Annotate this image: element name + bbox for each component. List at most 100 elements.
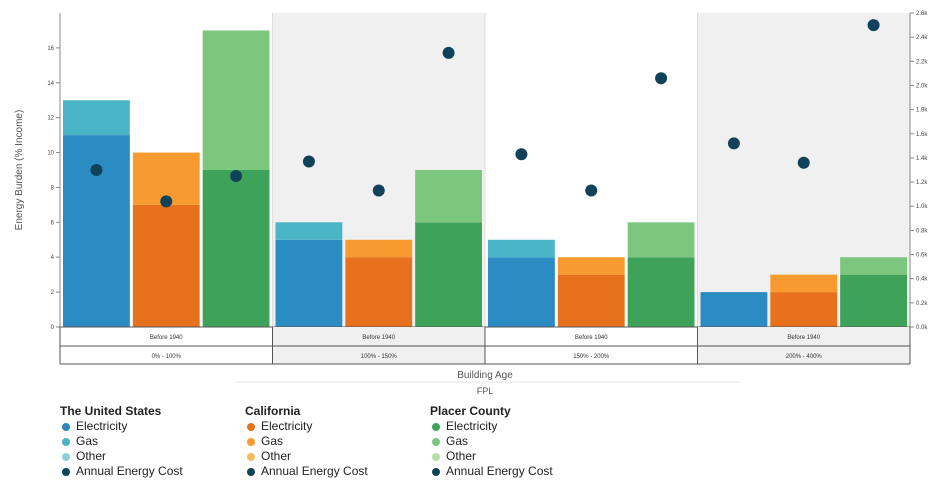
- bar-gas: [840, 257, 907, 275]
- bar-electricity: [132, 204, 200, 327]
- annual-cost-dot: [867, 19, 880, 32]
- legend-group: Placer County Electricity Gas Other Annual E…: [430, 404, 553, 479]
- annual-cost-dots: [90, 19, 880, 208]
- annual-cost-dot: [797, 156, 810, 169]
- bar-gas: [345, 239, 413, 258]
- legend-label: Other: [261, 449, 292, 463]
- y2-axis: 0.0k 0.2k 0.4k 0.6k 0.8k 1.0k 1.2k 1.4k 1.6k 1.8k…: [909, 11, 928, 331]
- legend-swatch: [432, 437, 440, 446]
- bar-gas: [63, 100, 130, 136]
- fpl-label: 150% - 200%: [573, 354, 610, 360]
- legend-item: Other: [60, 449, 183, 464]
- category-label: Before 1940: [787, 335, 820, 341]
- legend-label: Gas: [76, 434, 99, 448]
- y2-tick-label: 0.8k: [916, 228, 928, 234]
- bar-electricity: [488, 257, 555, 327]
- legend-item: Gas: [245, 434, 368, 449]
- y-tick-label: 6: [51, 220, 55, 226]
- y-tick-label: 16: [47, 46, 54, 52]
- annual-cost-dot: [302, 155, 315, 168]
- annual-cost-dot: [727, 137, 740, 150]
- legend-label: Annual Energy Cost: [76, 464, 183, 478]
- legend-item: Other: [245, 449, 368, 464]
- legend-swatch: [247, 422, 255, 431]
- legend-label: Other: [446, 449, 477, 463]
- y2-tick-label: 1.2k: [916, 180, 928, 186]
- legend-item: Gas: [60, 434, 183, 449]
- x-axis-title-fpl: FPL: [477, 386, 494, 396]
- annual-cost-dot: [655, 72, 668, 85]
- bar-gas: [557, 257, 625, 275]
- legend-label: Electricity: [261, 419, 313, 433]
- bar-electricity: [557, 274, 625, 327]
- bar-electricity: [700, 292, 768, 327]
- y2-tick-label: 2.4k: [916, 35, 928, 41]
- fpl-label: 100% - 150%: [361, 354, 398, 360]
- x-axis: Before 1940 0% - 100% Before 1940 100% - 15…: [59, 326, 911, 383]
- y2-tick-label: 1.8k: [916, 108, 928, 114]
- fpl-label: 0% - 100%: [152, 354, 182, 360]
- bar-gas: [415, 170, 482, 223]
- bar-electricity: [627, 257, 695, 327]
- bar-electricity: [275, 239, 343, 327]
- y-tick-label: 12: [47, 116, 54, 122]
- legend-item: Electricity: [245, 419, 368, 434]
- y2-tick-label: 0.6k: [916, 253, 928, 259]
- category-label: Before 1940: [362, 335, 395, 341]
- y-tick-label: 4: [51, 255, 55, 261]
- bar-gas: [488, 239, 555, 258]
- y2-tick-label: 2.2k: [916, 59, 928, 65]
- y2-tick-label: 0.2k: [916, 301, 928, 307]
- annual-cost-dot: [442, 46, 455, 59]
- bar-electricity: [63, 135, 130, 327]
- legend-label: Electricity: [76, 419, 128, 433]
- legend-label: Annual Energy Cost: [261, 464, 368, 478]
- bar-gas: [627, 222, 695, 258]
- legend-item: Annual Energy Cost: [430, 464, 553, 479]
- x-axis-title: Building Age: [457, 370, 513, 381]
- legend-label: Gas: [261, 434, 284, 448]
- y2-tick-label: 2.6k: [916, 11, 928, 17]
- legend-label: Annual Energy Cost: [446, 464, 553, 478]
- annual-cost-dot: [230, 170, 243, 183]
- legend-item: Electricity: [430, 419, 553, 434]
- legend-swatch: [62, 422, 70, 431]
- legend-title: The United States: [60, 404, 162, 418]
- annual-cost-dot: [372, 184, 385, 197]
- legend-swatch: [247, 437, 255, 446]
- legend-item: Electricity: [60, 419, 183, 434]
- category-label: Before 1940: [575, 335, 608, 341]
- legend-label: Other: [76, 449, 107, 463]
- legend-group: The United States Electricity Gas Other Annu…: [60, 404, 183, 479]
- y-tick-label: 8: [51, 185, 55, 191]
- legend-swatch: [62, 437, 70, 446]
- legend-item: Gas: [430, 434, 553, 449]
- bar-gas: [770, 274, 838, 293]
- legend-swatch: [62, 467, 70, 476]
- legend-item: Other: [430, 449, 553, 464]
- y-tick-label: 14: [47, 81, 54, 87]
- category-label: Before 1940: [150, 335, 183, 341]
- bar-gas: [275, 222, 343, 240]
- legend-title: California: [245, 404, 301, 418]
- annual-cost-dot: [515, 148, 528, 161]
- y2-tick-label: 2.0k: [916, 83, 928, 89]
- bar-electricity: [345, 257, 413, 327]
- bar-electricity: [202, 170, 270, 327]
- legend-swatch: [432, 452, 440, 461]
- bar-gas: [202, 30, 270, 171]
- bar-electricity: [415, 222, 482, 327]
- legend-swatch: [432, 467, 440, 476]
- legend-swatch: [62, 452, 70, 461]
- fpl-label: 200% - 400%: [786, 354, 823, 360]
- y2-tick-label: 0.4k: [916, 277, 928, 283]
- annual-cost-dot: [90, 164, 103, 176]
- legend-title: Placer County: [430, 404, 511, 418]
- y-tick-label: 10: [47, 151, 54, 157]
- y-tick-label: 2: [51, 290, 55, 296]
- legend-item: Annual Energy Cost: [245, 464, 368, 479]
- legend-item: Annual Energy Cost: [60, 464, 183, 479]
- bar-electricity: [840, 274, 907, 327]
- legend-swatch: [247, 467, 255, 476]
